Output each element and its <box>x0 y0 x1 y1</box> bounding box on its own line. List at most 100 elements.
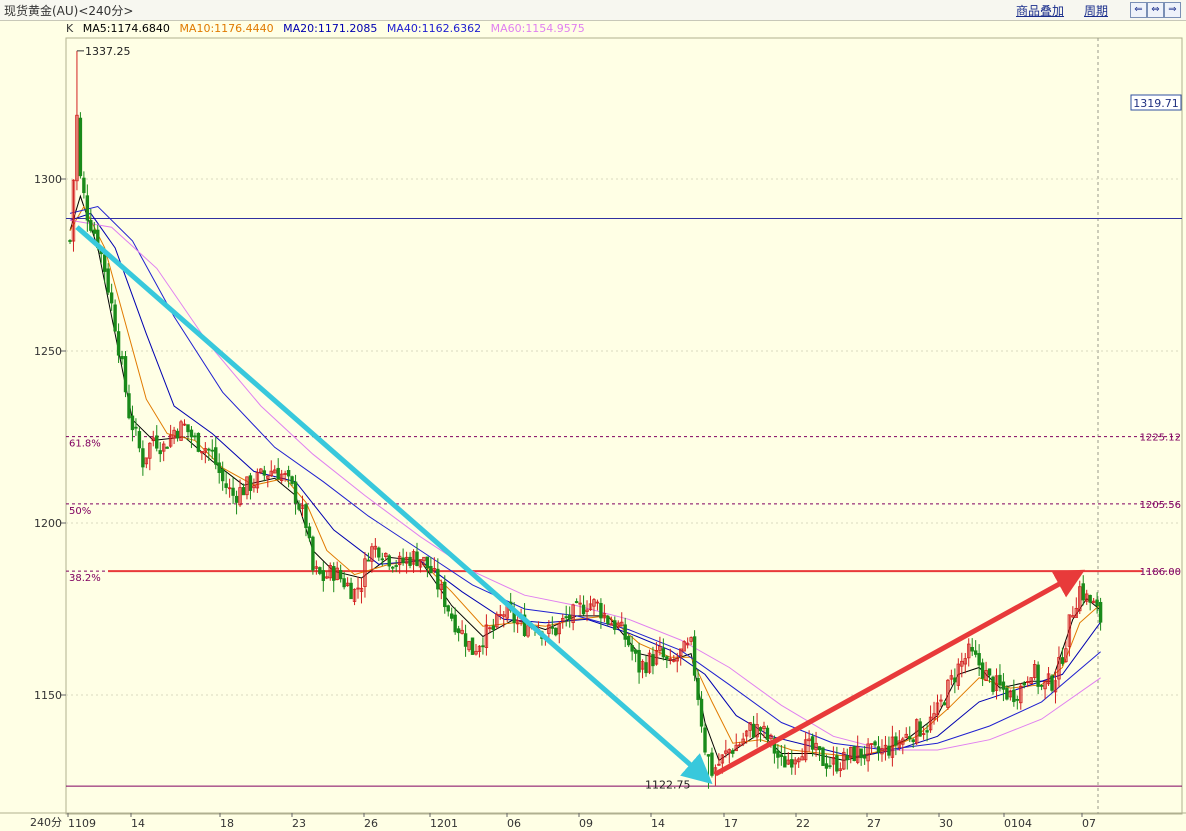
candle-body <box>970 646 974 652</box>
candle-body <box>231 487 235 496</box>
candle-body <box>613 620 617 630</box>
current-price-box <box>1130 94 1182 111</box>
candle-body <box>266 475 270 479</box>
candle-body <box>911 739 915 743</box>
candle-body <box>810 736 815 750</box>
candle-body <box>186 424 190 433</box>
candle-body <box>411 551 416 565</box>
candle-body <box>273 469 277 474</box>
candle-body <box>977 653 981 666</box>
x-tick-label: 07 <box>1082 817 1096 830</box>
candle-body <box>776 750 780 758</box>
candle-body <box>994 675 999 691</box>
current-price-label: 1319.71 <box>1133 97 1179 110</box>
candle-body <box>790 759 794 768</box>
candle-body <box>928 716 933 731</box>
candle-body <box>817 746 822 751</box>
candle-body <box>214 447 218 465</box>
candle-body <box>418 559 423 568</box>
candle-body <box>141 448 145 468</box>
candle-body <box>581 604 586 615</box>
candle-body <box>547 624 551 634</box>
candle-body <box>1008 690 1013 698</box>
candle-body <box>595 601 600 604</box>
candle-body <box>960 660 964 667</box>
candle-body <box>460 629 464 634</box>
candle-body <box>873 741 877 746</box>
candle-body <box>463 633 468 647</box>
uptrend-arrow <box>714 569 1086 777</box>
candle-body <box>82 177 86 194</box>
fit-view-button[interactable]: ⇔ <box>1147 2 1164 18</box>
scroll-left-button[interactable]: ⇐ <box>1130 2 1147 18</box>
candle-body <box>1050 675 1054 691</box>
candle-body <box>286 470 291 477</box>
fibonacci-levels: 61.8% 1225.12 50% 1205.56 38.2% 1186.00 <box>66 433 1182 584</box>
candle-body <box>356 587 360 590</box>
candle-body <box>217 462 221 473</box>
candle-body <box>904 733 908 738</box>
price-labels: 1337.25 1122.75 1319.71 <box>76 45 1182 792</box>
candle-body <box>293 481 298 504</box>
candle-body <box>1036 664 1040 687</box>
candle-body <box>328 565 332 579</box>
candle-body <box>814 742 818 751</box>
candle-body <box>1026 681 1030 683</box>
candle-body <box>554 627 558 636</box>
candle-body <box>103 254 107 272</box>
candle-body <box>498 614 502 617</box>
candle-body <box>1015 698 1020 701</box>
x-tick-label: 1109 <box>68 817 96 830</box>
candle-body <box>300 504 305 509</box>
x-tick-label: 30 <box>939 817 953 830</box>
candle-body <box>109 292 114 304</box>
candle-body <box>585 609 589 612</box>
fib-level-label: 50% <box>69 506 91 517</box>
candle-body <box>175 430 180 439</box>
candle-body <box>640 661 645 670</box>
candle-body <box>377 547 381 558</box>
x-tick-label: 06 <box>507 817 521 830</box>
candle-body <box>484 624 489 648</box>
candle-body <box>835 755 839 772</box>
period-button[interactable]: 周期 <box>1084 4 1109 18</box>
candle-body <box>373 545 378 550</box>
candle-body <box>422 556 426 562</box>
candle-body <box>425 556 430 569</box>
candle-body <box>665 656 669 660</box>
fib-value-label: 1225.12 <box>1140 433 1181 444</box>
candle-body <box>220 468 225 482</box>
candle-body <box>71 179 76 242</box>
candle-body <box>918 721 922 737</box>
legend-k: K <box>66 22 74 35</box>
candle-body <box>803 739 808 761</box>
candle-body <box>623 624 627 640</box>
candle-body <box>165 446 169 449</box>
candle-body <box>391 566 395 569</box>
candle-body <box>134 426 138 429</box>
legend-ma10: MA10:1176.4440 <box>179 22 274 35</box>
high-price-label: 1337.25 <box>85 45 131 58</box>
candle-body <box>633 649 638 654</box>
x-tick-label: 0104 <box>1004 817 1032 830</box>
candle-body <box>325 576 329 579</box>
candle-body <box>925 730 929 733</box>
candle-body <box>1091 600 1096 604</box>
candle-body <box>744 730 749 737</box>
candle-body <box>862 755 867 759</box>
candle-body <box>439 583 443 591</box>
candle-body <box>1029 677 1033 685</box>
overlay-button[interactable]: 商品叠加 <box>1016 4 1065 18</box>
candle-body <box>998 674 1002 686</box>
candle-body <box>592 599 596 607</box>
candle-body <box>297 503 301 510</box>
candle-body <box>477 645 482 652</box>
candle-body <box>967 643 971 659</box>
candle-body <box>1095 599 1099 606</box>
candle-body <box>755 724 759 738</box>
candle-body <box>876 746 881 753</box>
candle-body <box>682 641 686 652</box>
scroll-right-button[interactable]: ⇒ <box>1164 2 1181 18</box>
candle-body <box>1071 615 1075 618</box>
candle-body <box>224 483 228 488</box>
